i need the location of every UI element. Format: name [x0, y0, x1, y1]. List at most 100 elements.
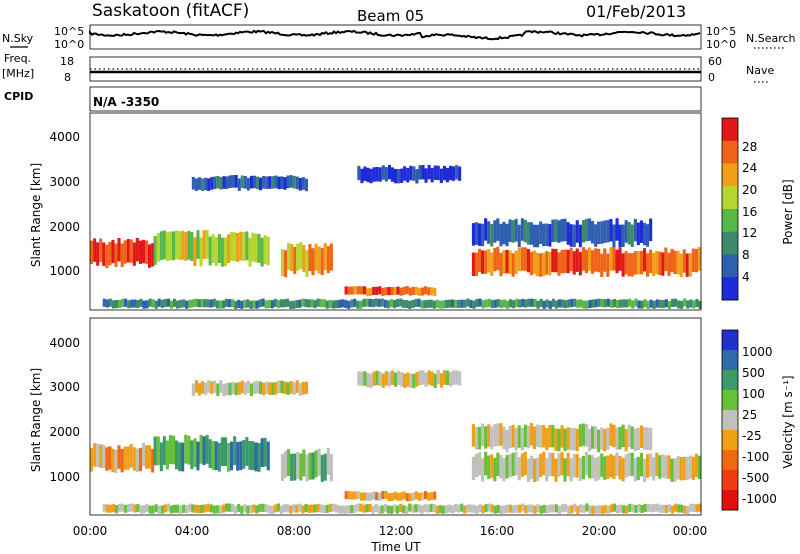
velocity-layer-cell	[606, 455, 610, 479]
velocity-layer-cell	[451, 505, 455, 514]
power-layer-cell	[375, 167, 379, 182]
velocity-layer-cell	[197, 505, 201, 514]
velocity-layer-cell	[478, 426, 482, 450]
power-layer-cell	[649, 218, 653, 241]
power-layer-cell	[378, 286, 382, 295]
velocity-layer-cell	[433, 373, 437, 388]
velocity-layer-cell	[441, 505, 445, 514]
velocity-layer-cell	[399, 503, 403, 512]
velocity-layer-cell	[472, 504, 476, 513]
velocity-layer-cell	[557, 428, 561, 452]
power-layer-cell	[234, 300, 238, 309]
velocity-layer-cell	[548, 504, 552, 513]
power-layer-cell	[217, 234, 221, 263]
velocity-colorbar-swatch	[722, 490, 738, 511]
power-layer-cell	[242, 232, 246, 261]
power-layer-cell	[145, 240, 149, 264]
velocity-layer-cell	[215, 505, 219, 514]
velocity-layer-cell	[393, 504, 397, 513]
station-title: Saskatoon (fitACF)	[92, 1, 249, 21]
power-ytick-1000: 1000	[49, 264, 80, 278]
velocity-layer-cell	[640, 505, 644, 514]
velocity-layer-cell	[326, 447, 330, 475]
velocity-layer-cell	[233, 436, 237, 466]
velocity-layer-cell	[539, 425, 543, 448]
power-layer-cell	[118, 299, 122, 308]
power-layer-cell	[658, 251, 662, 276]
power-layer-cell	[627, 253, 631, 277]
power-layer-cell	[196, 230, 200, 259]
velocity-layer-cell	[435, 505, 439, 514]
power-layer-cell	[463, 299, 467, 308]
velocity-layer-cell	[264, 504, 268, 513]
power-layer-cell	[381, 287, 385, 296]
velocity-layer-cell	[421, 492, 425, 501]
velocity-layer-cell	[168, 435, 172, 464]
velocity-layer-cell	[366, 373, 370, 388]
velocity-layer-cell	[542, 504, 546, 513]
velocity-layer-cell	[633, 457, 637, 482]
power-layer-cell	[243, 176, 247, 189]
power-layer-cell	[277, 176, 281, 190]
power-layer-cell	[686, 300, 690, 309]
velocity-layer-cell	[273, 504, 277, 513]
power-layer-cell	[536, 224, 540, 248]
velocity-layer-cell	[363, 371, 367, 386]
power-layer-cell	[481, 300, 485, 309]
power-layer-cell	[575, 248, 579, 272]
velocity-layer-cell	[276, 503, 280, 512]
power-layer-cell	[245, 231, 249, 261]
power-layer-cell	[182, 299, 186, 308]
velocity-layer-cell	[569, 458, 573, 482]
power-layer-cell	[523, 219, 527, 243]
beam-title: Beam 05	[357, 7, 424, 25]
velocity-layer-cell	[304, 503, 308, 512]
velocity-layer-cell	[201, 381, 205, 394]
power-layer-cell	[194, 298, 198, 307]
velocity-layer-cell	[597, 429, 601, 453]
velocity-layer-cell	[350, 505, 354, 514]
power-colorbar-swatch	[722, 254, 738, 278]
power-layer-cell	[384, 287, 388, 296]
velocity-layer-cell	[566, 452, 570, 477]
power-layer-cell	[661, 300, 665, 309]
velocity-layer-cell	[624, 454, 628, 478]
velocity-cbar-tick-neg1000: -1000	[742, 492, 777, 506]
power-layer-cell	[426, 299, 430, 308]
power-layer-cell	[444, 299, 448, 308]
velocity-layer-cell	[258, 503, 262, 512]
velocity-layer-cell	[414, 491, 418, 500]
power-layer-cell	[362, 286, 366, 295]
power-layer-cell	[578, 224, 582, 248]
velocity-layer-cell	[630, 426, 634, 449]
power-layer-cell	[162, 230, 166, 260]
velocity-layer-cell	[381, 491, 385, 500]
velocity-layer-cell	[524, 505, 528, 514]
velocity-layer-cell	[408, 503, 412, 512]
power-layer-cell	[338, 299, 342, 308]
power-layer-cell	[289, 300, 293, 309]
power-layer-cell	[169, 300, 173, 309]
velocity-layer-cell	[667, 504, 671, 513]
velocity-layer-cell	[639, 452, 643, 477]
velocity-layer-cell	[405, 505, 409, 514]
power-layer-cell	[536, 300, 540, 309]
power-layer-cell	[542, 300, 546, 309]
velocity-layer-cell	[512, 505, 516, 514]
velocity-layer-cell	[151, 505, 155, 514]
power-colorbar-label: Power [dB]	[781, 179, 795, 244]
velocity-layer-cell	[557, 453, 561, 477]
power-layer-cell	[365, 298, 369, 307]
velocity-layer-cell	[290, 453, 294, 481]
power-layer-cell	[280, 249, 284, 277]
velocity-layer-cell	[400, 372, 404, 387]
velocity-layer-cell	[216, 383, 220, 396]
power-ytick-4000: 4000	[49, 130, 80, 144]
velocity-layer-cell	[387, 492, 391, 501]
velocity-layer-cell	[249, 505, 253, 514]
velocity-layer-cell	[564, 503, 568, 512]
power-layer-cell	[197, 177, 201, 190]
power-layer-cell	[496, 299, 500, 308]
power-layer-cell	[323, 243, 327, 271]
